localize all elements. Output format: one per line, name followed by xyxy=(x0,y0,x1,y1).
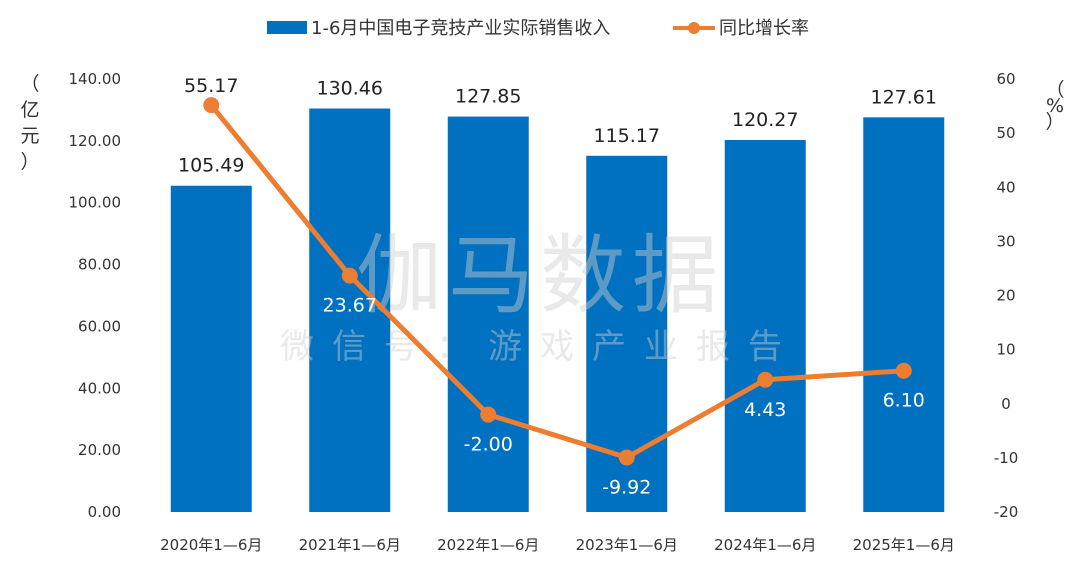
bar xyxy=(309,108,391,512)
bar xyxy=(724,140,806,512)
right-tick-label: 50 xyxy=(996,124,1015,142)
bar-data-labels: 105.49 130.46 127.85 115.17 120.27 127.61 xyxy=(178,78,937,177)
left-tick-label: 0.00 xyxy=(88,503,121,521)
right-tick-label: 10 xyxy=(996,341,1015,359)
left-tick-label: 100.00 xyxy=(69,194,122,212)
bar-data-label: 115.17 xyxy=(594,125,660,147)
line-data-label: -9.92 xyxy=(602,476,651,498)
line-data-label: 6.10 xyxy=(883,390,925,412)
left-tick-label: 20.00 xyxy=(78,441,121,459)
x-tick-label: 2025年1—6月 xyxy=(853,536,955,554)
right-tick-label: -20 xyxy=(994,503,1019,521)
line-point xyxy=(895,362,912,379)
x-axis-ticks: 2020年1—6月 2021年1—6月 2022年1—6月 2023年1—6月 2024… xyxy=(160,536,955,554)
line-data-label: -2.00 xyxy=(464,434,513,456)
x-tick-label: 2022年1—6月 xyxy=(437,536,539,554)
watermark-main: 伽马数据 xyxy=(356,226,724,326)
left-axis-unit: （ 亿元 ） xyxy=(20,73,39,173)
watermark-sub: 微信号：游戏产业报告 xyxy=(280,327,800,367)
line-data-label: 23.67 xyxy=(323,295,377,317)
legend-bar-swatch xyxy=(267,21,307,34)
right-tick-label: 30 xyxy=(996,232,1015,250)
right-tick-label: 20 xyxy=(996,287,1015,305)
right-axis-unit: （%） xyxy=(1045,79,1064,133)
bar-data-label: 127.61 xyxy=(871,86,937,108)
line-data-labels: 55.17 23.67 -2.00 -9.92 4.43 6.10 xyxy=(184,75,925,498)
legend-line-marker xyxy=(688,22,700,34)
line-data-label: 4.43 xyxy=(744,399,786,421)
right-unit-char: % xyxy=(1046,95,1064,117)
left-axis-ticks: 0.00 20.00 40.00 60.00 80.00 100.00 120.00 140.… xyxy=(69,70,122,521)
left-tick-label: 120.00 xyxy=(69,132,122,150)
right-tick-label: 40 xyxy=(996,178,1015,196)
left-unit-char: ） xyxy=(20,151,39,173)
line-point xyxy=(203,97,220,114)
left-unit-char: 亿 xyxy=(20,99,39,121)
x-tick-label: 2024年1—6月 xyxy=(714,536,816,554)
bar xyxy=(447,116,529,512)
left-unit-char: 元 xyxy=(20,125,39,147)
bar-data-label: 105.49 xyxy=(178,155,244,177)
line-point xyxy=(480,406,497,423)
right-axis-ticks: -20 -10 0 10 20 30 40 50 60 xyxy=(994,70,1019,521)
right-tick-label: -10 xyxy=(994,449,1019,467)
bar-data-label: 120.27 xyxy=(732,109,798,131)
line-point xyxy=(757,371,774,388)
right-tick-label: 60 xyxy=(996,70,1015,88)
right-unit-char: （ xyxy=(1045,79,1064,101)
bar-data-label: 127.85 xyxy=(455,86,521,108)
bar xyxy=(170,185,252,512)
left-tick-label: 140.00 xyxy=(69,70,122,88)
x-tick-label: 2023年1—6月 xyxy=(576,536,678,554)
line-data-label: 55.17 xyxy=(184,75,238,97)
left-tick-label: 40.00 xyxy=(78,379,121,397)
right-unit-char: ） xyxy=(1045,111,1064,133)
watermark: 伽马数据 微信号：游戏产业报告 xyxy=(280,226,800,367)
line-point xyxy=(341,267,358,284)
bar xyxy=(863,117,945,513)
legend: 1-6月中国电子竞技产业实际销售收入 同比增长率 xyxy=(267,18,809,39)
right-tick-label: 0 xyxy=(1001,395,1011,413)
legend-line-label: 同比增长率 xyxy=(719,18,809,39)
line-point xyxy=(618,449,635,466)
left-tick-label: 80.00 xyxy=(78,256,121,274)
x-tick-label: 2021年1—6月 xyxy=(299,536,401,554)
left-unit-char: （ xyxy=(20,73,39,95)
x-tick-label: 2020年1—6月 xyxy=(160,536,262,554)
legend-bar-label: 1-6月中国电子竞技产业实际销售收入 xyxy=(311,18,610,39)
left-tick-label: 60.00 xyxy=(78,317,121,335)
line-series xyxy=(203,97,912,466)
bar-data-label: 130.46 xyxy=(317,78,383,100)
growth-line xyxy=(209,103,904,460)
bar-series xyxy=(170,108,945,513)
